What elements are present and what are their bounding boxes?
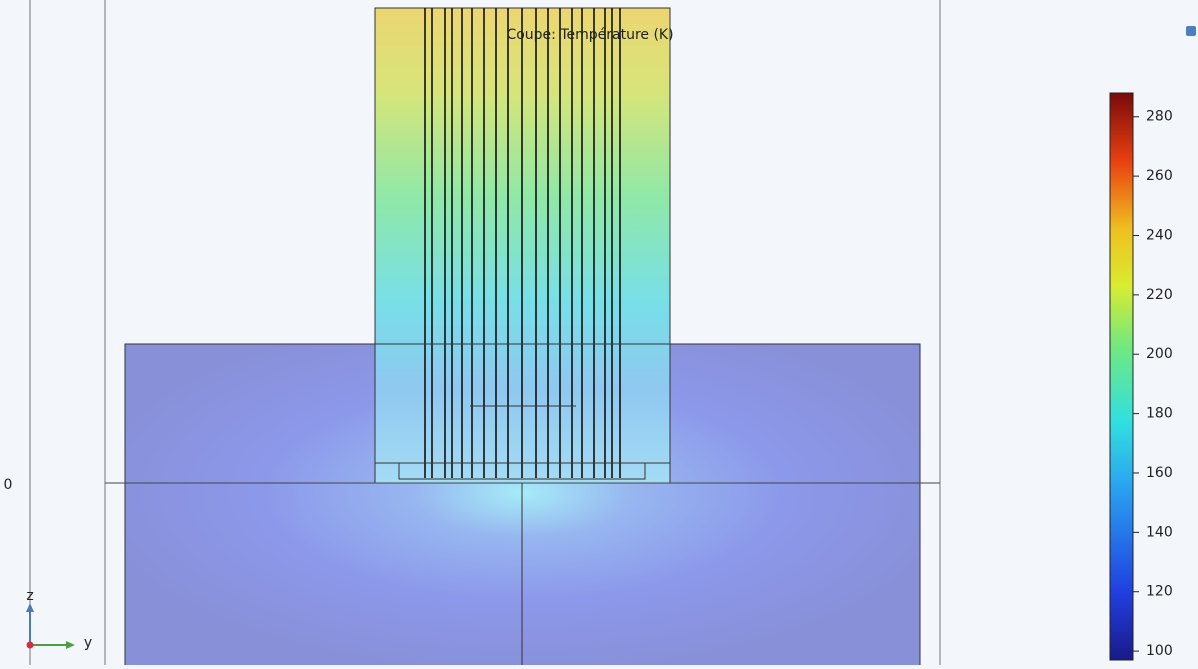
colorbar-tick-label: 240 [1146, 227, 1173, 243]
colorbar [1110, 93, 1133, 660]
colorbar-tick-label: 160 [1146, 465, 1173, 481]
z-label: z [26, 588, 33, 604]
colorbar-tick-label: 220 [1146, 287, 1173, 303]
colorbar-tick-label: 280 [1146, 109, 1173, 125]
colorbar-tick-label: 140 [1146, 524, 1173, 540]
colorbar-tick-label: 260 [1146, 168, 1173, 184]
viewport: Coupe: Température (K) 0 z y 100 120 140 16… [0, 0, 1198, 665]
colorbar-tick-label: 120 [1146, 584, 1173, 600]
plot-title: Coupe: Température (K) [506, 27, 673, 43]
colorbar-tick-label: 180 [1146, 406, 1173, 422]
x-axis-dot [27, 642, 34, 649]
colorbar-tick-label: 200 [1146, 346, 1173, 362]
y-label: y [84, 635, 92, 651]
origin-label: 0 [4, 477, 13, 493]
toolbar-icon[interactable] [1186, 26, 1196, 36]
colorbar-tick-label: 100 [1146, 643, 1173, 659]
